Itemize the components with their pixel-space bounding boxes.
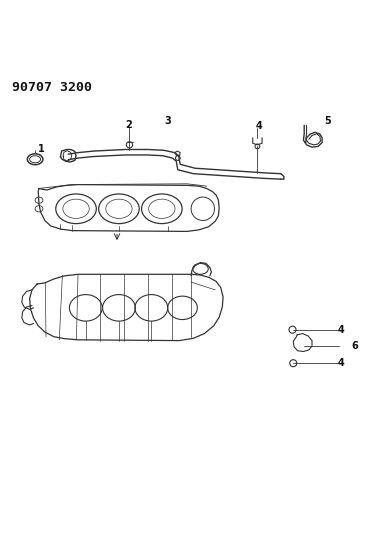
Text: 3: 3 [164,116,171,126]
Text: 1: 1 [37,144,44,154]
Text: 4: 4 [338,325,345,335]
Text: 4: 4 [256,121,263,131]
Text: 4: 4 [338,358,345,368]
Text: 90707 3200: 90707 3200 [12,81,92,94]
Text: 2: 2 [125,120,132,131]
Text: 5: 5 [324,116,331,126]
Text: 6: 6 [351,342,358,351]
